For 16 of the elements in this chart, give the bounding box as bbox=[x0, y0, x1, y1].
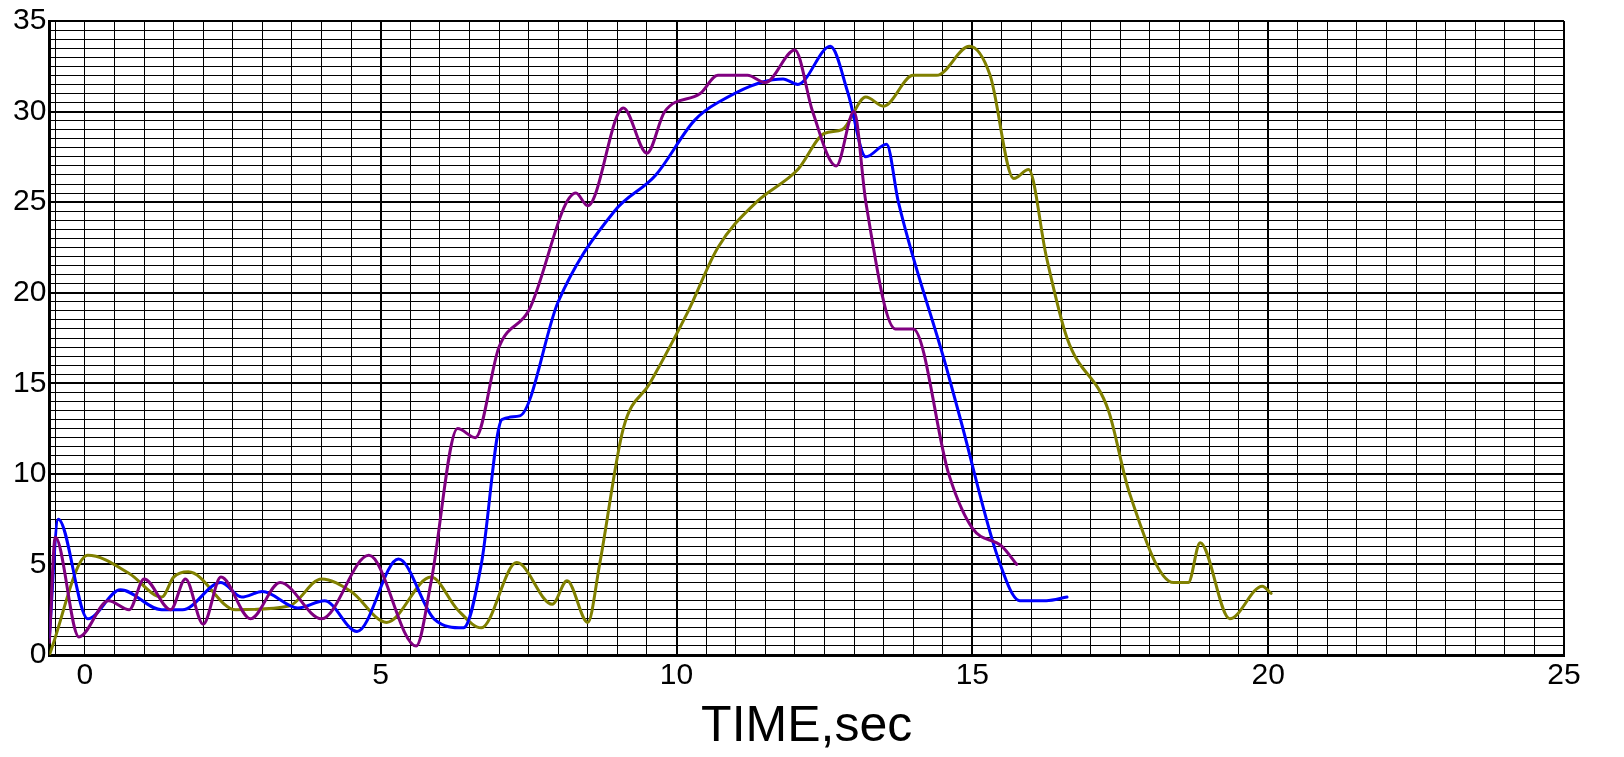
x-tick-label: 0 bbox=[76, 657, 94, 691]
y-tick-label: 0 bbox=[29, 636, 47, 670]
y-tick-label: 30 bbox=[12, 92, 47, 126]
y-tick-label: 5 bbox=[29, 545, 47, 579]
x-tick-label: 15 bbox=[955, 657, 990, 691]
y-tick-label: 25 bbox=[12, 183, 47, 217]
x-tick-label: 5 bbox=[372, 657, 390, 691]
y-tick-label: 10 bbox=[12, 455, 47, 489]
x-tick-label: 25 bbox=[1547, 657, 1581, 691]
x-axis-title: TIME,sec bbox=[701, 695, 913, 752]
x-tick-label: 20 bbox=[1251, 657, 1285, 691]
line-series bbox=[49, 44, 1273, 655]
y-tick-label: 20 bbox=[12, 273, 47, 307]
y-tick-label: 15 bbox=[12, 364, 47, 398]
y-tick-label: 35 bbox=[12, 2, 47, 36]
x-tick-label: 10 bbox=[659, 657, 694, 691]
